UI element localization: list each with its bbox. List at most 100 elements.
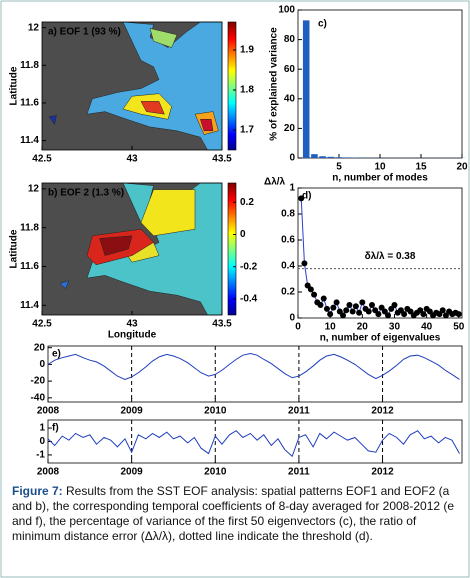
sea-pattern [59, 280, 70, 290]
plot-frame [47, 419, 463, 464]
x-tick-label: 20 [456, 162, 468, 173]
y-tick-label: 80 [284, 34, 296, 45]
x-tick-label: 2009 [121, 467, 144, 478]
point [352, 303, 359, 310]
y-tick-label: 0 [289, 313, 295, 324]
y-tick-label: -1 [36, 450, 45, 461]
point [346, 302, 353, 308]
bar [302, 20, 310, 158]
point [320, 295, 327, 302]
point [420, 311, 427, 318]
point [368, 302, 375, 308]
x-tick-label: 20 [357, 322, 369, 333]
x-tick-label: 5 [336, 162, 342, 173]
y-tick-label: 11.8 [20, 60, 39, 71]
x-tick-label: 10 [374, 162, 386, 173]
point [349, 308, 356, 315]
y-tick-label: 12 [28, 183, 40, 194]
y-tick-label: 20 [34, 342, 46, 353]
colorbar [227, 21, 237, 151]
y-axis-label: Latitude [9, 66, 20, 105]
sea-pattern [99, 235, 133, 256]
point [391, 302, 398, 308]
colorbar-tick-label: 1.9 [240, 45, 254, 56]
x-tick-label: 50 [453, 322, 465, 333]
x-tick-label: 2010 [204, 467, 227, 478]
point [356, 309, 363, 316]
y-tick-label: 0.6 [281, 235, 295, 246]
y-tick-label: 11.8 [20, 222, 39, 233]
series-line [47, 353, 460, 380]
x-tick-label: 43.5 [212, 154, 232, 165]
x-tick-label: 43.5 [212, 319, 232, 330]
y-tick-label: 12 [28, 22, 40, 33]
y-axis-label: Latitude [9, 229, 20, 268]
plot-frame [297, 187, 463, 319]
x-tick-label: 2010 [204, 406, 227, 417]
y-tick-label: -20 [31, 376, 46, 387]
x-tick-label: 2011 [288, 406, 310, 417]
y-tick-label: 11.4 [20, 300, 39, 311]
x-tick-label: 2012 [371, 467, 394, 478]
panel-label: c) [318, 19, 327, 30]
y-tick-label: 0.8 [281, 209, 295, 220]
point [317, 302, 324, 308]
bar [319, 156, 326, 158]
y-tick-label: 0.4 [281, 261, 295, 272]
point [307, 286, 314, 293]
y-axis-label: Δλ/λ [264, 177, 286, 188]
y-tick-label: 11.6 [20, 98, 39, 109]
map-title: b) EOF 2 (1.3 %) [48, 188, 124, 199]
x-tick-label: 30 [389, 322, 401, 333]
sea-pattern [149, 28, 178, 48]
y-tick-label: 0 [289, 153, 295, 164]
y-tick-label: -40 [31, 392, 46, 403]
panel-label: e) [52, 349, 61, 360]
x-tick-label: 15 [415, 162, 427, 173]
point [401, 311, 408, 318]
y-tick-label: 1 [289, 183, 295, 194]
x-tick-label: 43 [126, 319, 138, 330]
colorbar-tick-label: -0.4 [240, 294, 258, 305]
y-tick-label: 0 [39, 359, 45, 370]
colorbar-tick-label: 0 [240, 229, 246, 240]
point [455, 311, 462, 318]
point [327, 311, 334, 318]
point [311, 291, 318, 298]
sea-pattern [86, 21, 223, 151]
y-tick-label: 11.6 [20, 261, 39, 272]
point [365, 308, 372, 315]
sea-pattern [140, 189, 196, 237]
point [385, 312, 392, 319]
map-title: a) EOF 1 (93 %) [48, 27, 121, 38]
x-tick-label: 10 [325, 322, 337, 333]
bar [311, 154, 318, 158]
point [439, 307, 446, 314]
point [323, 305, 330, 312]
colorbar [227, 182, 237, 316]
y-tick-label: 11.4 [20, 135, 39, 146]
point [330, 304, 337, 311]
y-tick-label: 60 [284, 64, 296, 75]
y-tick-label: 0 [39, 436, 45, 447]
point [340, 312, 347, 319]
sea-pattern [48, 115, 57, 126]
x-tick-label: 2011 [288, 467, 310, 478]
point [298, 195, 305, 202]
threshold-label: δλ/λ = 0.38 [365, 251, 416, 262]
x-tick-label: 2008 [37, 406, 60, 417]
colorbar-tick-label: 1.8 [240, 85, 254, 96]
x-tick-label: 2012 [371, 406, 394, 417]
y-tick-label: 1 [39, 423, 45, 434]
point [343, 307, 350, 314]
caption: Figure 7: Results from the SST EOF analy… [12, 484, 460, 544]
x-tick-label: 42.5 [32, 319, 52, 330]
y-axis-label: % of explained variance [269, 27, 280, 141]
point [359, 299, 366, 306]
x-tick-label: 2008 [37, 467, 60, 478]
x-axis-label: Longitude [108, 330, 157, 341]
x-axis-label: n, number of modes [332, 173, 428, 184]
